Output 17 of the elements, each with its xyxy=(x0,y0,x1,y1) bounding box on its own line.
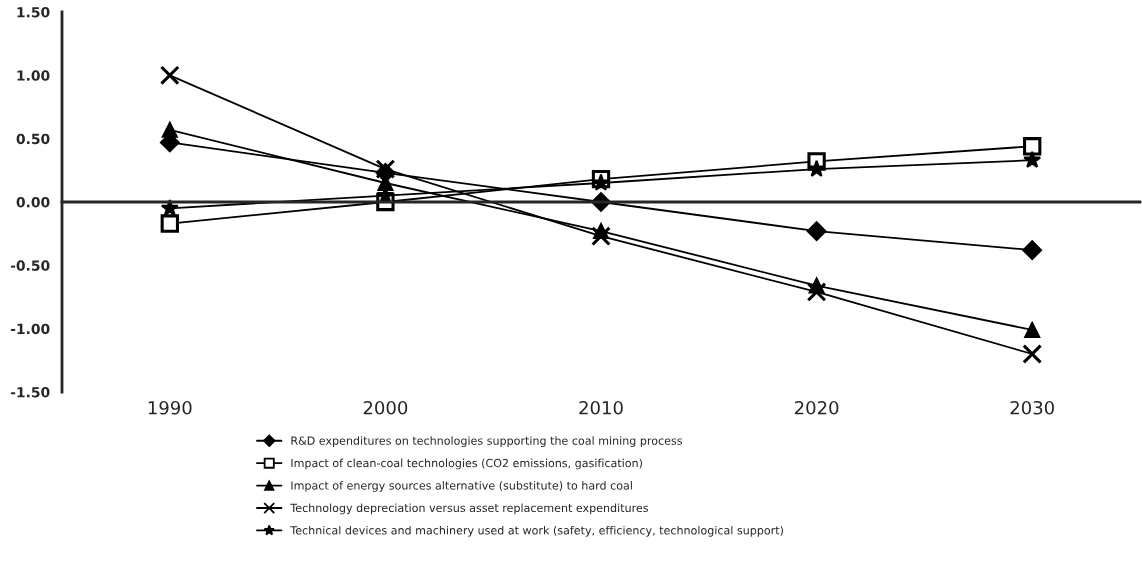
y-tick-label: -1.00 xyxy=(10,323,50,335)
x-tick-label: 2030 xyxy=(1010,400,1054,415)
x-tick-label: 2020 xyxy=(794,400,839,415)
legend-label: R&D expenditures on technologies supporting the coal mining process xyxy=(291,436,683,447)
legend-label: Technical devices and machinery used at work (safety, efficiency, technological support) xyxy=(290,525,783,537)
y-tick-label: 1.50 xyxy=(17,6,50,18)
x-tick-label: 2000 xyxy=(363,400,408,415)
legend-label: Impact of energy sources alternative (substitute) to hard coal xyxy=(291,481,632,492)
legend-label: Impact of clean-coal technologies (CO2 emissions, gasification) xyxy=(291,458,642,470)
y-tick-label: 0.00 xyxy=(16,196,50,208)
x-tick-label: 2010 xyxy=(579,400,623,415)
legend-label: Technology depreciation versus asset replacement expenditures xyxy=(290,503,648,515)
x-tick-label: 1990 xyxy=(148,400,192,415)
y-tick-label: -1.50 xyxy=(10,386,50,398)
y-tick-label: 1.00 xyxy=(17,70,50,81)
y-tick-label: 0.50 xyxy=(16,133,50,145)
y-tick-label: -0.50 xyxy=(10,260,50,271)
